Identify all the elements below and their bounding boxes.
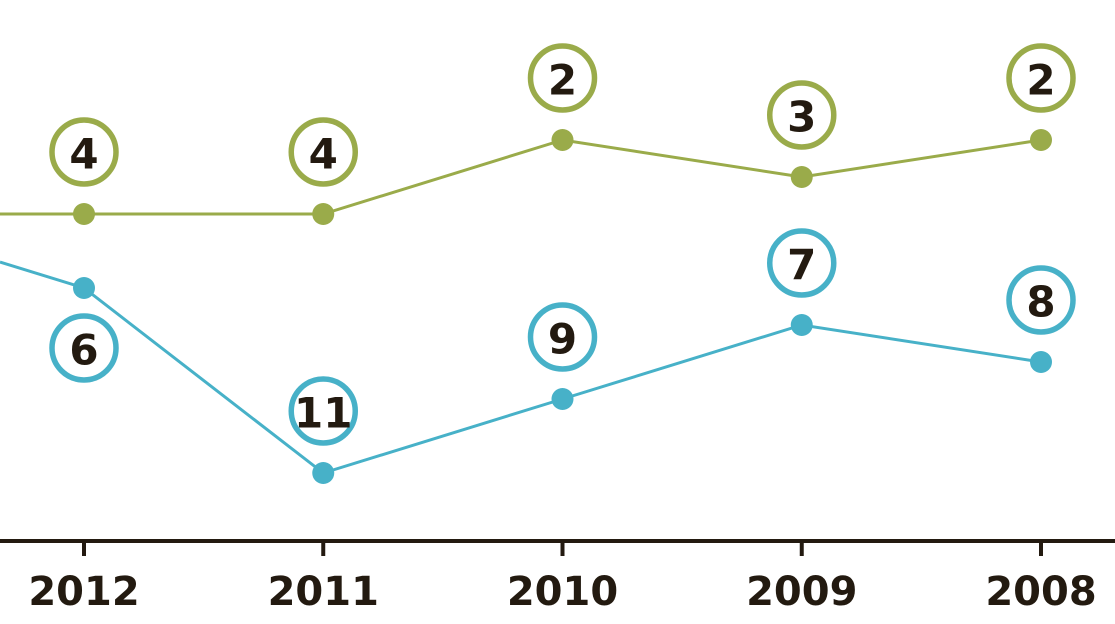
rank-badge: [288, 376, 358, 446]
x-tick-label: 2010: [507, 569, 618, 615]
data-label: 9: [548, 315, 577, 364]
series-line: [0, 138, 1042, 216]
rank-badge: [527, 302, 598, 372]
data-point: [312, 203, 335, 225]
rank-badge: [767, 228, 837, 298]
series-layer: 4 4 2 3 2 6 11 9 7 8: [0, 43, 1076, 484]
x-tick-label: 2008: [985, 569, 1096, 615]
data-point: [790, 166, 813, 188]
data-label: 2: [1026, 56, 1055, 105]
rank-badge: [767, 80, 837, 150]
data-label: 8: [1026, 278, 1055, 327]
series-line: [0, 260, 1042, 475]
data-label: 7: [787, 241, 816, 290]
data-label: 6: [69, 326, 98, 375]
series-0: 4 4 2 3 2: [0, 43, 1076, 225]
x-tick-label: 2012: [28, 569, 139, 615]
series-1: 6 11 9 7 8: [0, 228, 1076, 484]
data-point: [73, 277, 95, 299]
data-point: [790, 314, 813, 336]
data-point: [73, 203, 95, 225]
data-label: 11: [294, 389, 352, 438]
data-point: [312, 462, 335, 484]
data-point: [551, 388, 574, 410]
rank-badge: [49, 117, 119, 187]
rank-badge: [1006, 43, 1076, 113]
rank-badge: [49, 313, 119, 383]
x-tick-label: 2009: [746, 569, 857, 615]
data-point: [1030, 351, 1052, 373]
data-label: 4: [309, 130, 338, 179]
data-label: 4: [69, 130, 98, 179]
data-label: 2: [548, 56, 577, 105]
rank-badge: [527, 43, 598, 113]
x-axis-ticks: 2012 2011 2010 2009 2008: [28, 541, 1097, 615]
rank-badge: [288, 117, 358, 187]
data-point: [1030, 129, 1052, 151]
rank-badge: [1006, 265, 1076, 335]
data-point: [551, 129, 574, 151]
x-tick-label: 2011: [268, 569, 379, 615]
data-label: 3: [787, 93, 816, 142]
